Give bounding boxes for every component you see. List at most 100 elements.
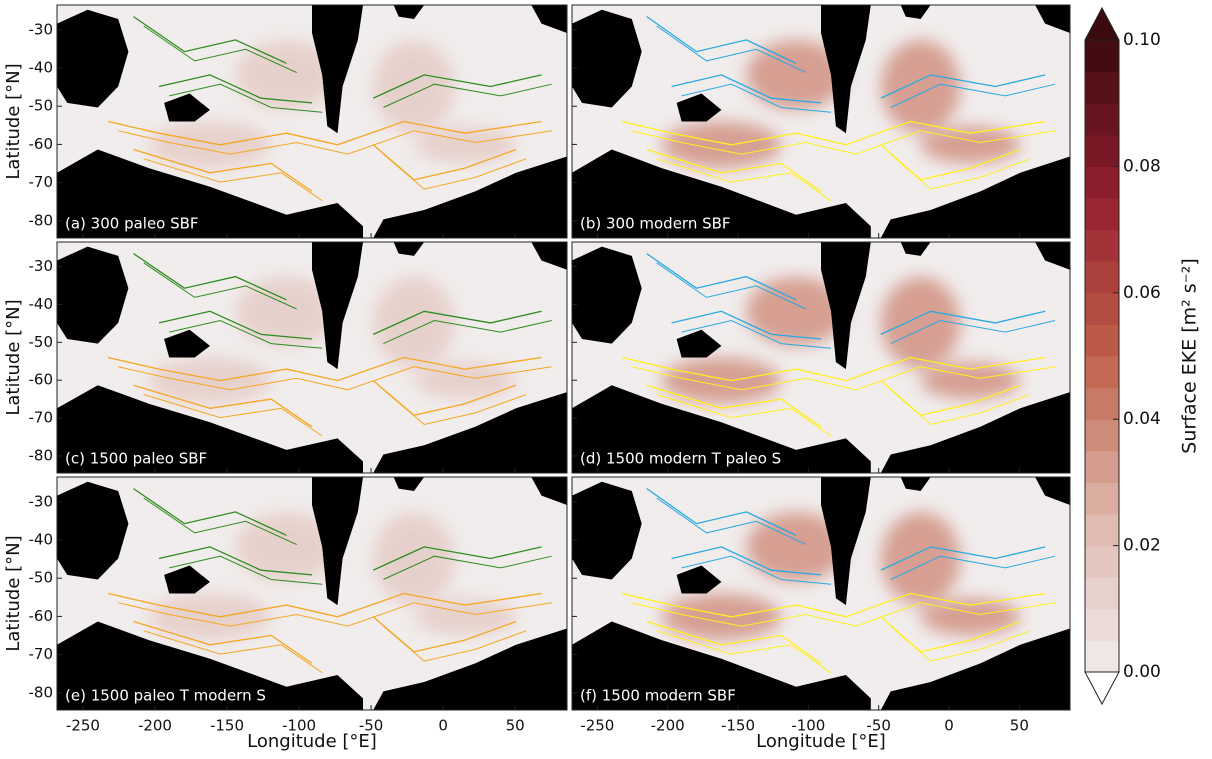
y-tick-label: -60 [29,371,54,389]
x-tick-label: -100 [791,717,825,735]
contour-line [143,158,323,202]
x-axis-label: Longitude [°E] [756,731,886,752]
colorbar-level [1085,324,1119,357]
contour-line [681,83,832,113]
land [312,477,363,606]
land [572,246,642,344]
map-panel [57,477,567,710]
contour-line [656,630,832,674]
land [676,93,722,122]
colorbar-extend [1084,6,1120,41]
colorbar-level [1085,419,1119,452]
panel-label: (a) 300 paleo SBF [65,215,199,233]
x-tick-label: 0 [944,717,954,735]
colorbar-level [1085,545,1119,578]
colorbar-tick-label: 0.08 [1123,156,1161,176]
colorbar-label: Surface EKE [m² s⁻²] [1179,258,1201,453]
colorbar-tick-label: 0.00 [1123,662,1161,682]
contour-line [656,25,807,74]
colorbar-level [1085,198,1119,231]
panel-label: (e) 1500 paleo T modern S [65,687,266,705]
x-tick-label: 0 [438,717,448,735]
eke-patch [661,593,782,641]
y-tick-label: -70 [29,409,54,427]
contour-line [671,546,822,576]
land [393,477,425,491]
land [1035,477,1070,505]
contour-line [383,319,552,345]
x-tick-label: -50 [866,717,891,735]
contour-line [656,262,807,310]
contour-line [143,497,297,546]
panel-frame [56,241,568,474]
land [57,246,129,344]
land [531,242,567,270]
land [572,621,871,710]
y-tick-label: -40 [29,59,54,77]
y-tick-label: -40 [29,295,54,313]
land [57,9,129,108]
panel-frame [571,4,1071,239]
y-tick-label: -70 [29,173,54,191]
eke-patch [148,593,272,641]
panel-frame [571,476,1071,711]
contour-line [656,394,832,437]
y-tick-label: -80 [29,211,54,229]
contour-line [631,130,1056,155]
contour-line [646,620,822,664]
colorbar-level [1085,482,1119,515]
land [312,5,363,134]
contour-line [880,546,1046,571]
contour-line [169,83,323,113]
contour-line [169,555,323,585]
land [880,628,1070,710]
contour-line [890,555,1056,580]
land [572,9,642,108]
contour-line [372,310,542,335]
colorbar-level [1085,387,1119,420]
land [676,565,722,594]
contour-line [143,630,323,674]
contour-line [372,74,542,99]
eke-patch [880,511,961,606]
panel-frame [56,476,568,711]
contour-line [133,488,287,536]
eke-patch [235,511,338,582]
eke-patch [920,598,1021,636]
land [57,481,129,580]
land [164,93,210,122]
contour-line [656,497,807,546]
colorbar-level [1085,292,1119,325]
land [821,5,871,134]
x-axis-label: Longitude [°E] [247,731,377,752]
eke-patch [746,39,846,110]
colorbar-level [1085,640,1119,673]
land [164,565,210,594]
panel-label: (d) 1500 modern T paleo S [580,450,781,468]
map-panel [57,242,567,473]
land [880,392,1070,473]
eke-patch [373,39,455,134]
colorbar-level [1085,356,1119,389]
x-tick-label: -250 [66,717,100,735]
y-tick-label: -80 [29,683,54,701]
y-tick-label: -40 [29,531,54,549]
contour-line [621,356,1046,382]
y-axis-label: Latitude [°N] [3,535,24,651]
land [821,242,871,370]
y-tick-label: -80 [29,446,54,464]
contour-line [158,310,313,340]
contour-line [880,310,1046,335]
y-tick-label: -60 [29,607,54,625]
contour-line [671,74,822,104]
contour-line [383,389,527,426]
contour-line [133,16,287,64]
contour-line [133,253,287,301]
x-tick-label: 50 [506,717,525,735]
x-tick-label: -150 [210,717,244,735]
contour-line [383,83,552,108]
colorbar-tick-label: 0.06 [1123,283,1161,303]
contour-line [118,366,552,391]
eke-patch [920,126,1021,164]
land [531,477,567,505]
